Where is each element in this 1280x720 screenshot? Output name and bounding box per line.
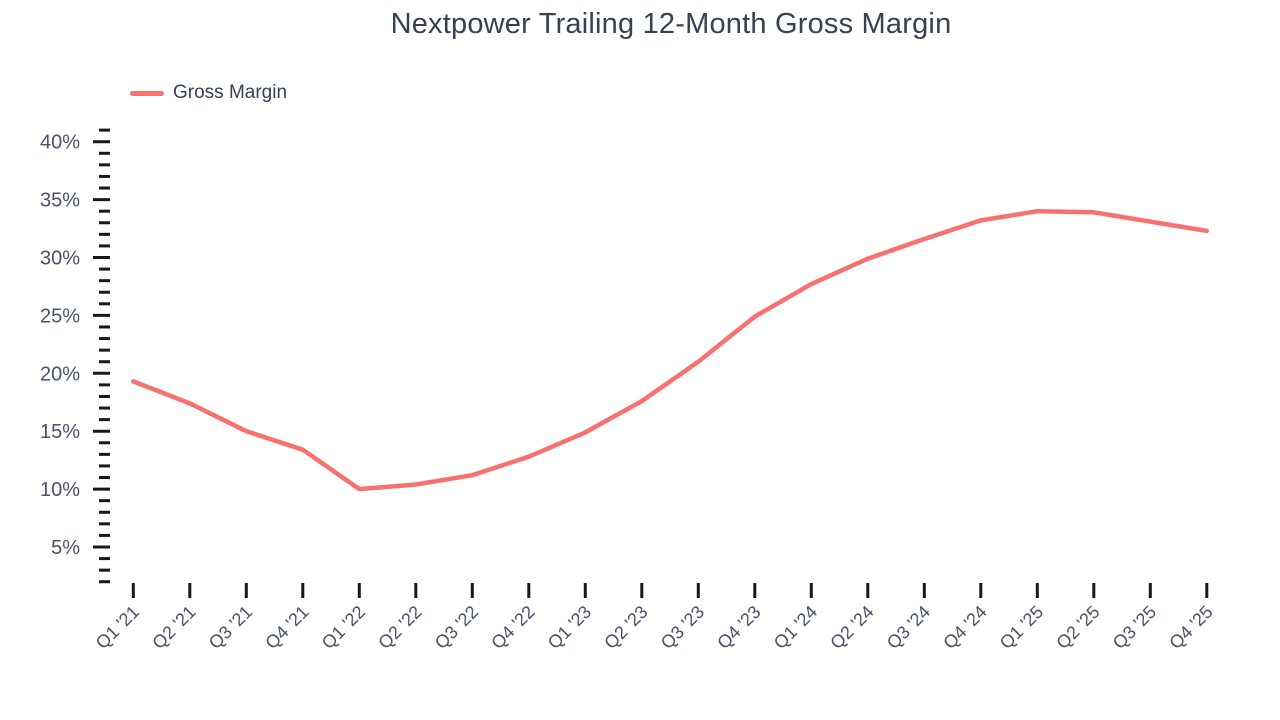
legend: Gross Margin: [130, 82, 287, 104]
x-axis-label: Q2 '25: [1052, 602, 1103, 653]
x-axis-label: Q1 '23: [544, 602, 595, 653]
x-axis-label: Q4 '24: [939, 602, 990, 653]
y-axis-label: 10%: [40, 479, 80, 501]
y-axis-label: 40%: [40, 132, 80, 154]
x-axis-label: Q3 '24: [883, 602, 934, 653]
x-axis-label: Q1 '24: [770, 602, 821, 653]
x-axis-label: Q4 '23: [713, 602, 764, 653]
y-axis-label: 35%: [40, 190, 80, 212]
x-axis-label: Q1 '22: [318, 602, 369, 653]
x-axis-label: Q3 '25: [1109, 602, 1160, 653]
x-axis-label: Q3 '23: [657, 602, 708, 653]
y-axis-label: 30%: [40, 248, 80, 270]
legend-swatch: [130, 90, 164, 96]
legend-label: Gross Margin: [173, 82, 288, 103]
legend-item-gross-margin[interactable]: Gross Margin: [130, 82, 287, 104]
y-axis-label: 15%: [40, 421, 80, 443]
x-axis-label: Q2 '23: [600, 602, 651, 653]
x-axis-label: Q4 '22: [487, 602, 538, 653]
x-axis-label: Q4 '21: [261, 602, 312, 653]
x-axis-label: Q2 '24: [826, 602, 877, 653]
x-axis-label: Q3 '21: [205, 602, 256, 653]
y-axis-label: 20%: [40, 363, 80, 385]
series-line-gross-margin: [131, 208, 1210, 492]
chart-title: Nextpower Trailing 12-Month Gross Margin: [390, 8, 952, 40]
y-axis-label: 25%: [40, 305, 80, 327]
x-axis-label: Q3 '22: [431, 602, 482, 653]
x-axis-label: Q2 '21: [148, 602, 199, 653]
y-axis-label: 5%: [51, 537, 80, 559]
x-axis-label: Q4 '25: [1165, 602, 1216, 653]
x-axis-label: Q2 '22: [374, 602, 425, 653]
x-axis-label: Q1 '21: [92, 602, 143, 653]
x-axis-label: Q1 '25: [996, 602, 1047, 653]
